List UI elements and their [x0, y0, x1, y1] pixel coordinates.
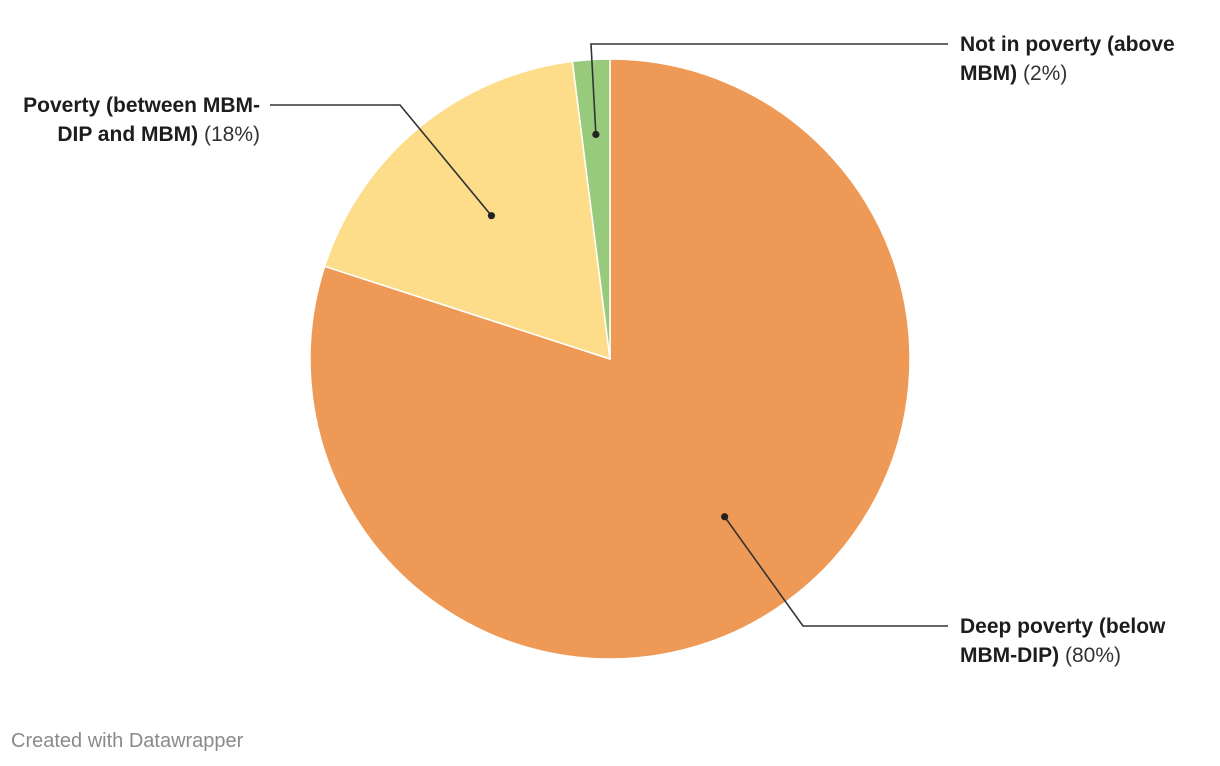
leader-line-deep-poverty-below-mbm-dip	[723, 516, 948, 627]
slice-label-name: Deep poverty (below MBM-DIP)	[960, 615, 1166, 667]
slice-label-value: (80%)	[1065, 644, 1122, 667]
leader-dot-poverty-between-mbm-dip-and-mbm	[487, 212, 496, 220]
pie-slices	[309, 58, 911, 660]
leader-line-poverty-between-mbm-dip-and-mbm	[270, 104, 493, 217]
leader-dot-not-in-poverty-above-mbm	[592, 130, 600, 139]
slice-label-deep-poverty-below-mbm-dip: Deep poverty (below MBM-DIP) (80%)	[960, 612, 1200, 670]
leader-dot-deep-poverty-below-mbm-dip	[721, 513, 729, 521]
slice-label-value: (18%)	[203, 123, 260, 146]
leader-line-not-in-poverty-above-mbm	[590, 43, 948, 135]
leader-lines	[270, 43, 948, 627]
slice-label-value: (2%)	[1023, 62, 1068, 85]
slice-label-not-in-poverty-above-mbm: Not in poverty (above MBM) (2%)	[960, 30, 1200, 88]
slice-label-name: Not in poverty (above MBM)	[960, 33, 1175, 85]
slice-label-poverty-between-mbm-dip-and-mbm: Poverty (between MBM-DIP and MBM) (18%)	[0, 91, 260, 149]
slice-label-name: Poverty (between MBM-DIP and MBM)	[23, 94, 260, 146]
chart-credit: Created with Datawrapper	[11, 730, 244, 752]
